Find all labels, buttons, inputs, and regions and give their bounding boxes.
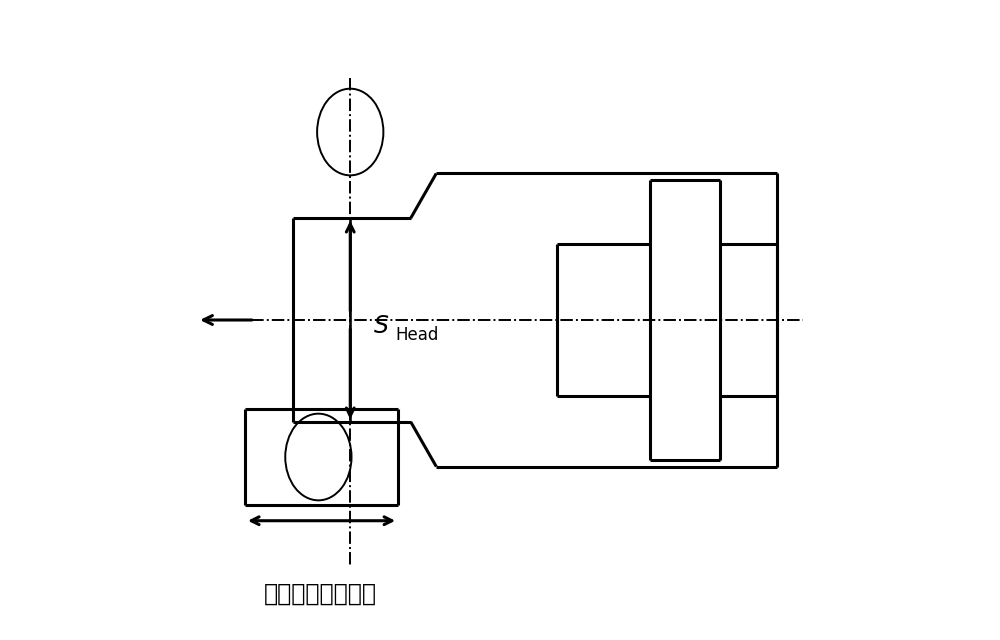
Text: $\mathit{S}$: $\mathit{S}$: [373, 314, 389, 339]
Text: 头部辗缝打开长度: 头部辗缝打开长度: [264, 582, 377, 606]
Text: Head: Head: [395, 326, 439, 344]
